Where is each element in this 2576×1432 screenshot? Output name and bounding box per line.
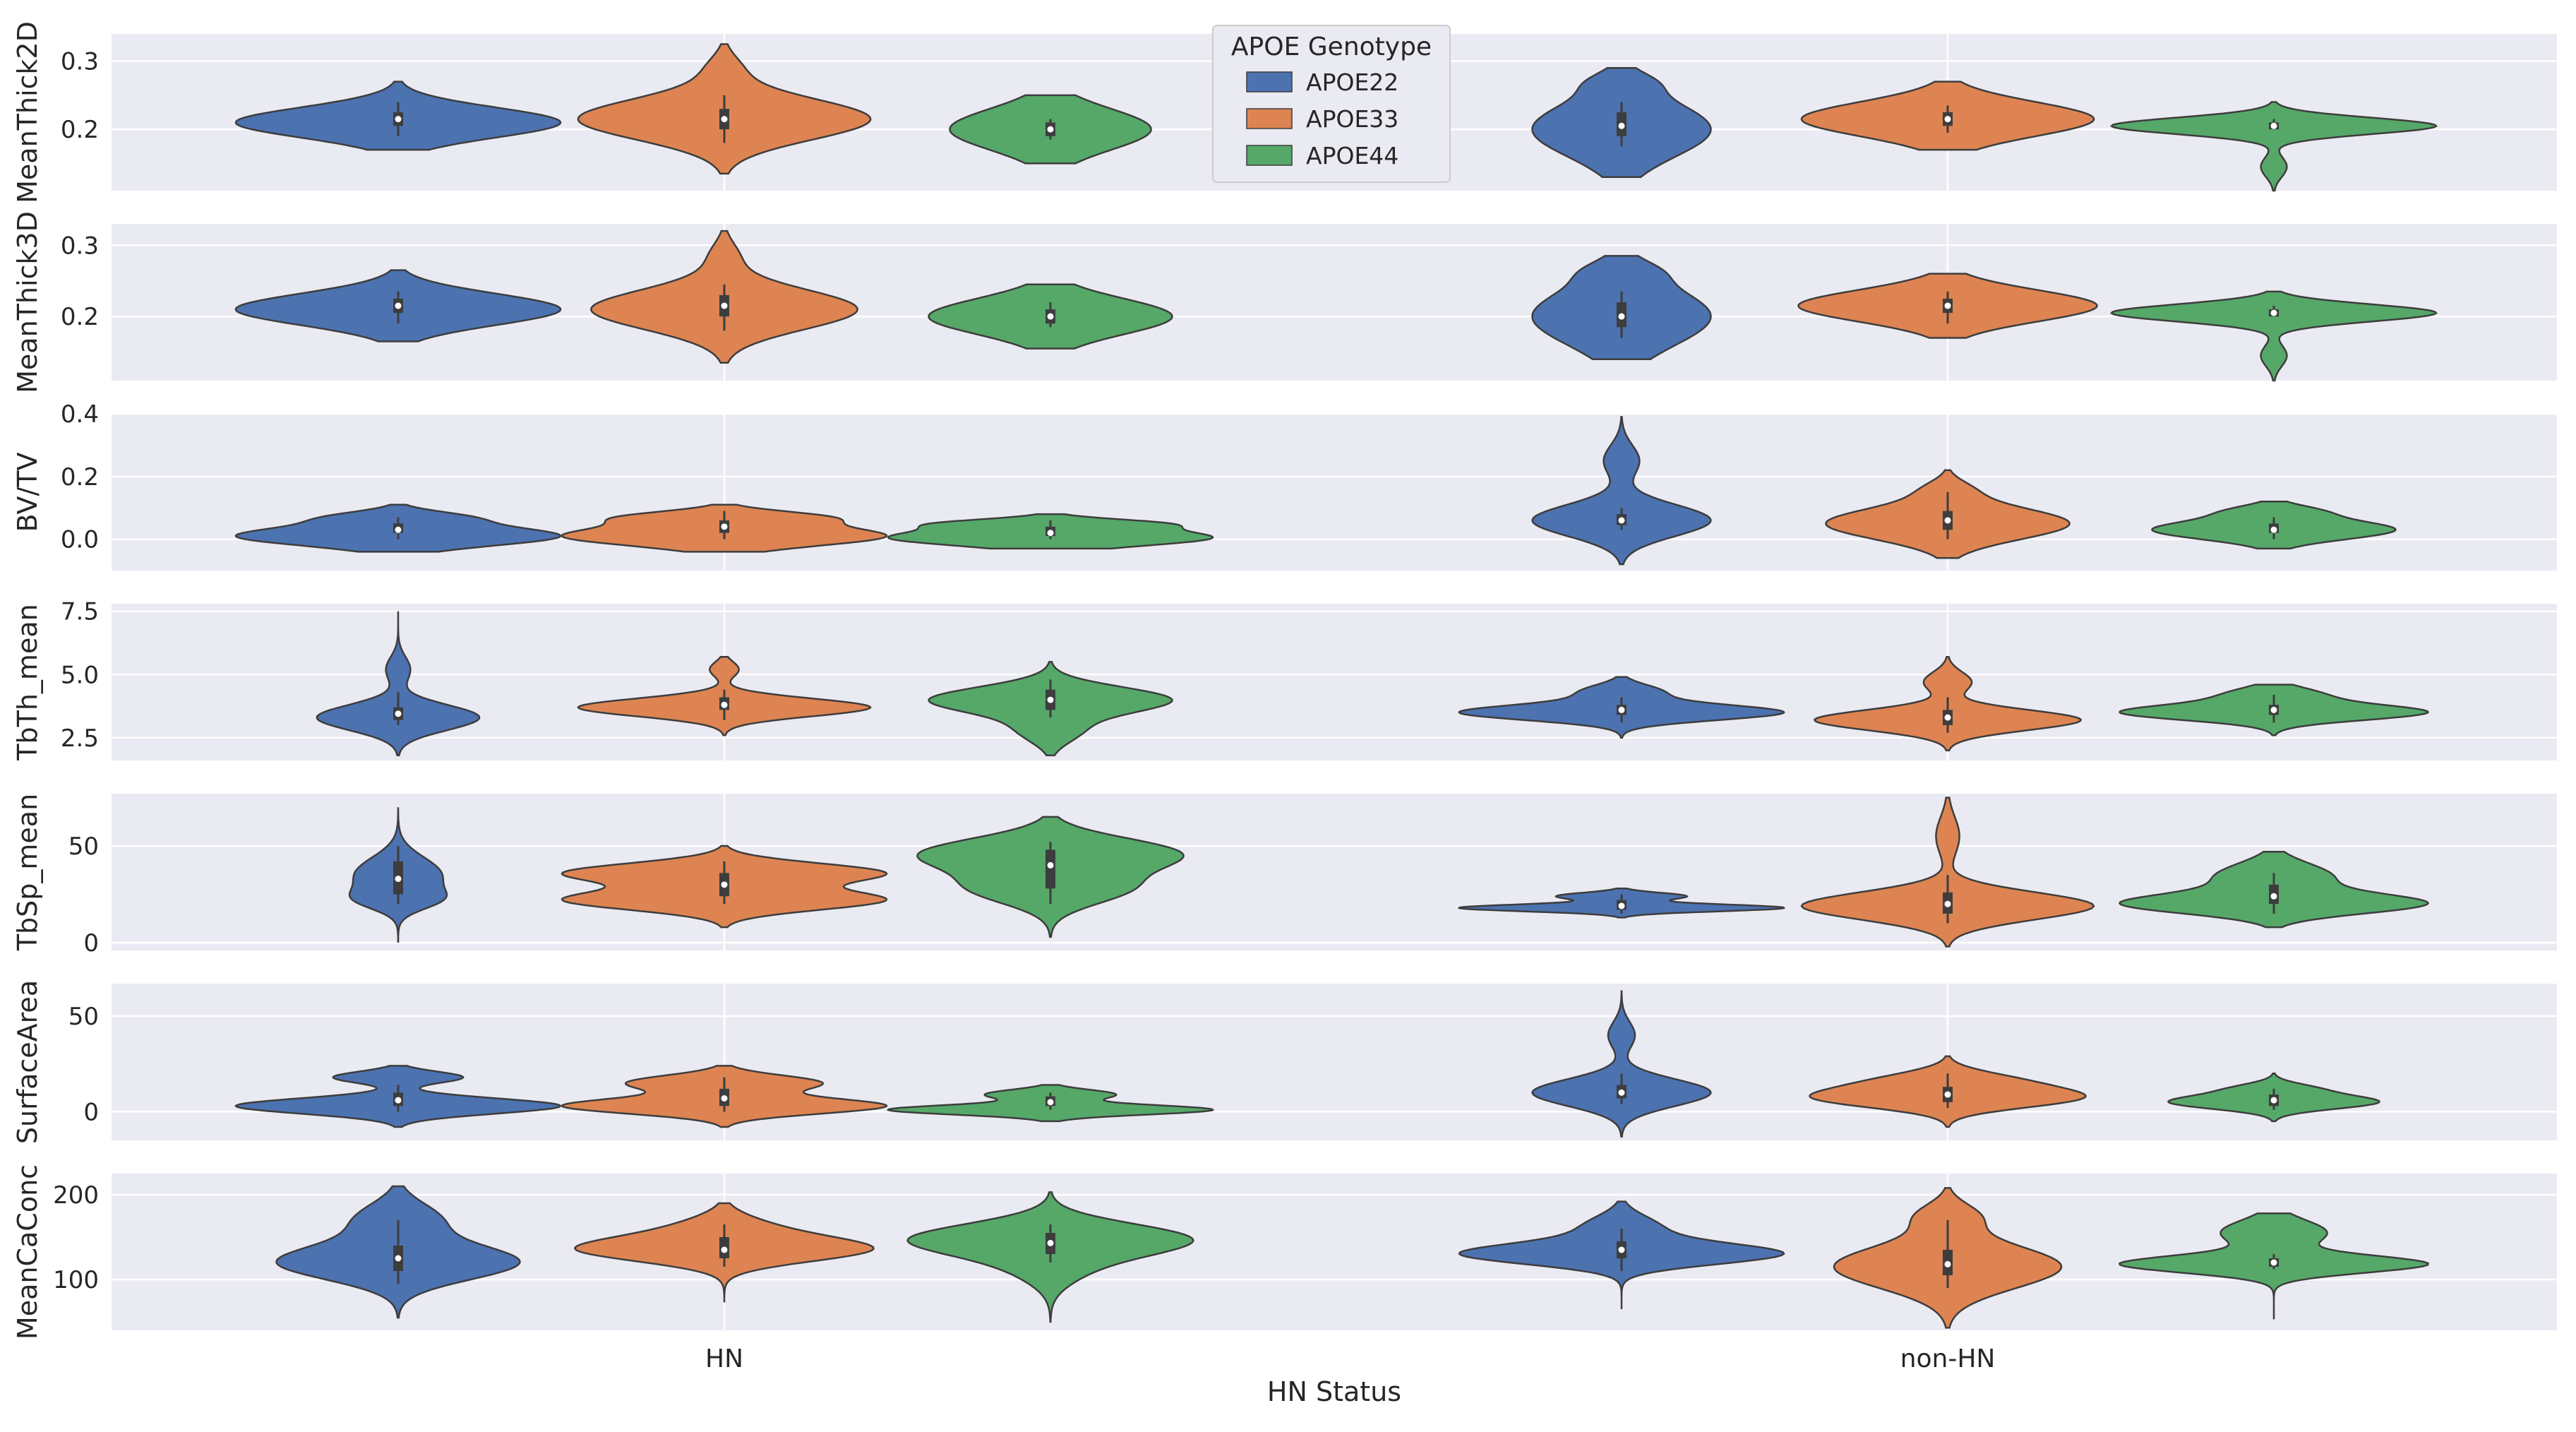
y-tick-label: 0.4	[61, 400, 99, 429]
legend-swatch-apoe44	[1246, 145, 1293, 166]
violin-median	[1047, 126, 1054, 133]
legend: APOE Genotype APOE22 APOE33 APOE44	[1212, 25, 1451, 183]
violin-median	[2270, 122, 2277, 129]
violin-median	[1618, 902, 1625, 909]
panel-tbsp-mean: 0 50 TbSp_mean	[12, 794, 2557, 957]
legend-box	[1212, 25, 1451, 183]
y-axis-label-surfacearea: SurfaceArea	[12, 980, 43, 1144]
violin-median	[721, 881, 728, 888]
violin-median	[1944, 900, 1951, 907]
violin-meanthick3d-non-hn-apoe44	[2110, 290, 2438, 382]
violin-tbsp-mean-non-hn-apoe33	[1800, 796, 2095, 948]
violin-median	[2270, 1259, 2277, 1266]
violin-median	[1618, 313, 1625, 320]
violin-median	[2270, 309, 2277, 316]
legend-swatch-apoe33	[1246, 108, 1293, 129]
violin-median	[1047, 530, 1054, 537]
violin-median	[721, 302, 728, 309]
violin-median	[721, 1246, 728, 1253]
panel-background	[112, 1174, 2557, 1330]
legend-title: APOE Genotype	[1231, 32, 1432, 61]
violin-median	[1944, 517, 1951, 524]
violin-median	[1618, 706, 1625, 713]
violin-median	[721, 523, 728, 530]
y-tick-label: 0.2	[61, 463, 99, 491]
x-axis-label: HN Status	[1267, 1376, 1401, 1407]
violin-median	[2270, 893, 2277, 900]
violin-box	[1046, 849, 1055, 889]
violin-median	[1944, 1260, 1951, 1267]
panel-surfacearea: 0 50 SurfaceArea	[12, 980, 2557, 1144]
y-axis-label-tbsp-mean: TbSp_mean	[12, 794, 43, 951]
violin-median	[1047, 696, 1054, 703]
y-tick-label: 2.5	[61, 724, 99, 753]
violin-median	[1944, 302, 1951, 309]
violin-median	[2270, 1097, 2277, 1104]
violin-median	[1618, 122, 1625, 129]
legend-label-apoe22: APOE22	[1306, 68, 1398, 96]
violin-median	[395, 1255, 402, 1262]
y-tick-label: 0	[83, 1098, 99, 1126]
violin-median	[2270, 526, 2277, 533]
y-axis-label-meancaconc: MeanCaConc	[12, 1164, 43, 1339]
legend-entries: APOE22 APOE33 APOE44	[1246, 68, 1398, 169]
violin-meanthick2d-non-hn-apoe44	[2109, 101, 2438, 192]
panel-background	[112, 984, 2557, 1140]
y-tick-label: 0.2	[61, 303, 99, 331]
violin-median	[1047, 1099, 1054, 1106]
panels-group: 0.2 0.3 MeanThick2D 0.2 0.3 MeanThick3D 0.0 0.2…	[12, 21, 2557, 1339]
y-tick-label: 50	[68, 1003, 99, 1031]
y-tick-label: 0	[83, 929, 99, 957]
violin-surfacearea-non-hn-apoe22	[1531, 990, 1712, 1138]
violin-median	[2270, 706, 2277, 713]
violin-median	[395, 876, 402, 883]
violin-median	[395, 302, 402, 309]
y-tick-label: 50	[68, 833, 99, 861]
y-tick-label: 100	[53, 1266, 99, 1294]
y-axis-label-tbth-mean: TbTh_mean	[12, 604, 43, 760]
violin-median	[1618, 517, 1625, 524]
y-axis-label-meanthick2d: MeanThick2D	[12, 21, 43, 203]
y-tick-label: 0.3	[61, 232, 99, 260]
violin-median	[1944, 714, 1951, 721]
panel-bv-tv: 0.0 0.2 0.4 BV/TV	[12, 400, 2557, 571]
violin-median	[721, 1094, 728, 1102]
legend-swatch-apoe22	[1246, 71, 1293, 93]
violin-bv-tv-non-hn-apoe22	[1531, 416, 1712, 566]
y-tick-label: 0.3	[61, 48, 99, 76]
violin-median	[1618, 1246, 1625, 1253]
panel-meancaconc: 100 200 MeanCaConc	[12, 1164, 2557, 1339]
violin-median	[395, 710, 402, 717]
violin-median	[1944, 1091, 1951, 1098]
panel-tbth-mean: 2.5 5.0 7.5 TbTh_mean	[12, 598, 2557, 761]
violin-tbth-mean-hn-apoe22	[316, 611, 481, 757]
panel-meanthick3d: 0.2 0.3 MeanThick3D	[12, 211, 2557, 393]
violin-median	[721, 701, 728, 708]
legend-label-apoe33: APOE33	[1306, 105, 1398, 133]
violin-median	[1047, 1239, 1054, 1246]
violin-median	[395, 526, 402, 533]
y-tick-label: 0.2	[61, 116, 99, 144]
y-axis-label-meanthick3d: MeanThick3D	[12, 211, 43, 393]
panel-background	[112, 604, 2557, 760]
y-axis-label-bv-tv: BV/TV	[12, 453, 43, 532]
violin-median	[1944, 116, 1951, 123]
x-tick-label-non-hn: non-HN	[1900, 1344, 1996, 1373]
panel-background	[112, 794, 2557, 950]
panel-background	[112, 414, 2557, 571]
y-tick-label: 0.0	[61, 526, 99, 554]
y-tick-label: 5.0	[61, 661, 99, 689]
violin-median	[1618, 1089, 1625, 1096]
violin-median	[1047, 313, 1054, 320]
y-tick-label: 7.5	[61, 598, 99, 626]
x-tick-label-hn: HN	[705, 1344, 743, 1373]
y-tick-label: 200	[53, 1181, 99, 1210]
violin-median	[721, 116, 728, 123]
violin-median	[1047, 861, 1054, 869]
x-axis: HN non-HN HN Status	[705, 1344, 1995, 1407]
violin-median	[395, 1097, 402, 1104]
violin-median	[395, 116, 402, 123]
legend-label-apoe44: APOE44	[1306, 142, 1398, 169]
